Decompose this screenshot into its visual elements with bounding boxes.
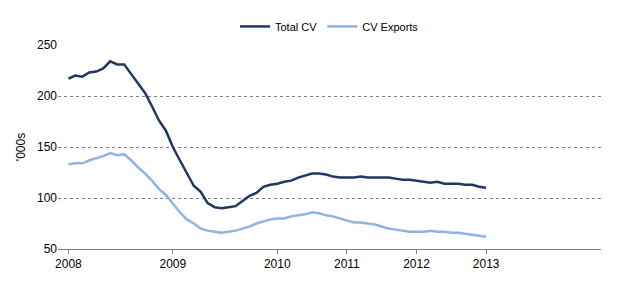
svg-text:'000s: '000s [14, 133, 28, 161]
svg-text:2011: 2011 [334, 257, 360, 271]
svg-text:Total CV: Total CV [275, 21, 317, 33]
svg-text:50: 50 [44, 242, 58, 256]
svg-text:150: 150 [37, 140, 57, 154]
svg-text:250: 250 [37, 38, 57, 52]
svg-text:200: 200 [37, 89, 57, 103]
svg-text:2012: 2012 [403, 257, 430, 271]
svg-text:2010: 2010 [264, 257, 291, 271]
svg-text:2013: 2013 [473, 257, 500, 271]
svg-text:100: 100 [37, 191, 57, 205]
svg-text:CV Exports: CV Exports [362, 21, 418, 33]
svg-text:2008: 2008 [55, 257, 82, 271]
svg-text:2009: 2009 [160, 257, 187, 271]
